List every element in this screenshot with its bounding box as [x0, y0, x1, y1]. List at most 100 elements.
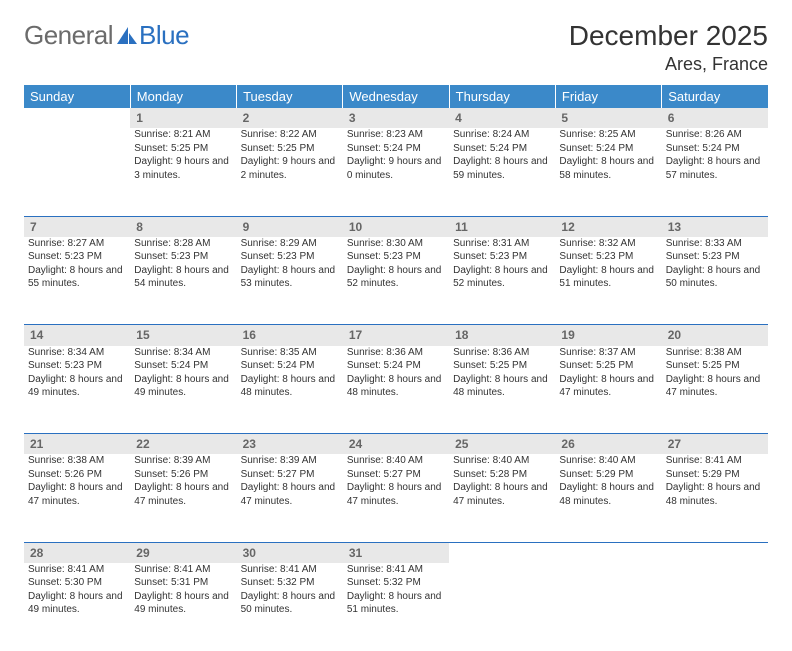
sunset-text: Sunset: 5:24 PM — [453, 142, 551, 156]
sunset-text: Sunset: 5:25 PM — [559, 359, 657, 373]
daylight-text: Daylight: 8 hours and 47 minutes. — [134, 481, 232, 508]
day-cell: Sunrise: 8:41 AMSunset: 5:30 PMDaylight:… — [24, 563, 130, 651]
sunrise-text: Sunrise: 8:25 AM — [559, 128, 657, 142]
weekday-header: Monday — [130, 85, 236, 108]
page-title: December 2025 — [569, 20, 768, 52]
sunrise-text: Sunrise: 8:34 AM — [28, 346, 126, 360]
daylight-text: Daylight: 8 hours and 48 minutes. — [347, 373, 445, 400]
week-row: Sunrise: 8:41 AM Sunset: 5:30 PM Daylight:… — [24, 563, 768, 651]
day-number: 16 — [237, 325, 343, 346]
daylight-text: Daylight: 8 hours and 49 minutes. — [134, 373, 232, 400]
sunset-text: Sunset: 5:28 PM — [453, 468, 551, 482]
sunset-text: Sunset: 5:25 PM — [666, 359, 764, 373]
day-number: 20 — [662, 325, 768, 346]
daylight-text: Daylight: 8 hours and 59 minutes. — [453, 155, 551, 182]
day-number: 14 — [24, 325, 130, 346]
day-number: 9 — [237, 216, 343, 237]
day-number: 6 — [662, 108, 768, 128]
daylight-text: Daylight: 8 hours and 47 minutes. — [347, 481, 445, 508]
sunrise-text: Sunrise: 8:29 AM — [241, 237, 339, 251]
sunset-text: Sunset: 5:30 PM — [28, 576, 126, 590]
day-number-row: 78910111213 — [24, 216, 768, 237]
daylight-text: Daylight: 8 hours and 50 minutes. — [241, 590, 339, 617]
calendar-table: Sunday Monday Tuesday Wednesday Thursday… — [24, 85, 768, 651]
day-cell: Sunrise: 8:40 AMSunset: 5:27 PMDaylight:… — [343, 454, 449, 542]
day-cell: Sunrise: 8:36 AMSunset: 5:25 PMDaylight:… — [449, 346, 555, 434]
daylight-text: Daylight: 8 hours and 47 minutes. — [453, 481, 551, 508]
sunrise-text: Sunrise: 8:33 AM — [666, 237, 764, 251]
day-number: 7 — [24, 216, 130, 237]
sunrise-text: Sunrise: 8:27 AM — [28, 237, 126, 251]
day-cell: Sunrise: 8:35 AMSunset: 5:24 PMDaylight:… — [237, 346, 343, 434]
daylight-text: Daylight: 8 hours and 47 minutes. — [559, 373, 657, 400]
sunrise-text: Sunrise: 8:22 AM — [241, 128, 339, 142]
day-cell: Sunrise: 8:33 AMSunset: 5:23 PMDaylight:… — [662, 237, 768, 325]
sunrise-text: Sunrise: 8:34 AM — [134, 346, 232, 360]
sunrise-text: Sunrise: 8:39 AM — [241, 454, 339, 468]
logo-sail-icon — [117, 27, 137, 45]
daylight-text: Daylight: 8 hours and 58 minutes. — [559, 155, 657, 182]
day-cell: Sunrise: 8:27 AMSunset: 5:23 PMDaylight:… — [24, 237, 130, 325]
sunset-text: Sunset: 5:31 PM — [134, 576, 232, 590]
daylight-text: Daylight: 8 hours and 47 minutes. — [666, 373, 764, 400]
day-number: 2 — [237, 108, 343, 128]
day-cell: Sunrise: 8:41 AMSunset: 5:32 PMDaylight:… — [343, 563, 449, 651]
day-number: 31 — [343, 542, 449, 563]
sunrise-text: Sunrise: 8:37 AM — [559, 346, 657, 360]
day-number: 23 — [237, 434, 343, 455]
sunset-text: Sunset: 5:27 PM — [347, 468, 445, 482]
weekday-header: Tuesday — [237, 85, 343, 108]
sunset-text: Sunset: 5:23 PM — [347, 250, 445, 264]
sunrise-text: Sunrise: 8:41 AM — [241, 563, 339, 577]
logo-text-general: General — [24, 20, 113, 51]
day-number: 22 — [130, 434, 236, 455]
weekday-header: Saturday — [662, 85, 768, 108]
day-number: 13 — [662, 216, 768, 237]
day-cell: Sunrise: 8:41 AMSunset: 5:31 PMDaylight:… — [130, 563, 236, 651]
sunset-text: Sunset: 5:32 PM — [347, 576, 445, 590]
day-cell: Sunrise: 8:23 AMSunset: 5:24 PMDaylight:… — [343, 128, 449, 216]
day-cell: Sunrise: 8:36 AMSunset: 5:24 PMDaylight:… — [343, 346, 449, 434]
day-number: 5 — [555, 108, 661, 128]
sunset-text: Sunset: 5:26 PM — [134, 468, 232, 482]
day-number: 4 — [449, 108, 555, 128]
daylight-text: Daylight: 8 hours and 48 minutes. — [666, 481, 764, 508]
weekday-header: Wednesday — [343, 85, 449, 108]
day-cell — [449, 563, 555, 651]
sunset-text: Sunset: 5:23 PM — [666, 250, 764, 264]
sunrise-text: Sunrise: 8:24 AM — [453, 128, 551, 142]
sunset-text: Sunset: 5:27 PM — [241, 468, 339, 482]
day-number: 12 — [555, 216, 661, 237]
sunrise-text: Sunrise: 8:39 AM — [134, 454, 232, 468]
day-cell: Sunrise: 8:24 AMSunset: 5:24 PMDaylight:… — [449, 128, 555, 216]
day-number — [555, 542, 661, 563]
sunrise-text: Sunrise: 8:30 AM — [347, 237, 445, 251]
sunrise-text: Sunrise: 8:36 AM — [453, 346, 551, 360]
sunset-text: Sunset: 5:29 PM — [559, 468, 657, 482]
sunset-text: Sunset: 5:23 PM — [559, 250, 657, 264]
daylight-text: Daylight: 8 hours and 48 minutes. — [559, 481, 657, 508]
day-number-row: 21222324252627 — [24, 434, 768, 455]
sunrise-text: Sunrise: 8:23 AM — [347, 128, 445, 142]
day-number: 11 — [449, 216, 555, 237]
daylight-text: Daylight: 9 hours and 3 minutes. — [134, 155, 232, 182]
sunset-text: Sunset: 5:25 PM — [134, 142, 232, 156]
day-number: 8 — [130, 216, 236, 237]
sunset-text: Sunset: 5:23 PM — [134, 250, 232, 264]
day-cell: Sunrise: 8:21 AMSunset: 5:25 PMDaylight:… — [130, 128, 236, 216]
sunset-text: Sunset: 5:24 PM — [134, 359, 232, 373]
day-cell: Sunrise: 8:34 AMSunset: 5:24 PMDaylight:… — [130, 346, 236, 434]
logo-text-blue: Blue — [139, 20, 189, 51]
sunrise-text: Sunrise: 8:31 AM — [453, 237, 551, 251]
day-number — [24, 108, 130, 128]
week-row: Sunrise: 8:27 AMSunset: 5:23 PMDaylight:… — [24, 237, 768, 325]
sunset-text: Sunset: 5:25 PM — [241, 142, 339, 156]
sunrise-text: Sunrise: 8:38 AM — [28, 454, 126, 468]
day-number: 1 — [130, 108, 236, 128]
day-cell: Sunrise: 8:22 AMSunset: 5:25 PMDaylight:… — [237, 128, 343, 216]
sunset-text: Sunset: 5:23 PM — [28, 250, 126, 264]
sunrise-text: Sunrise: 8:40 AM — [347, 454, 445, 468]
day-cell: Sunrise: 8:40 AMSunset: 5:29 PMDaylight:… — [555, 454, 661, 542]
day-number: 25 — [449, 434, 555, 455]
day-number: 17 — [343, 325, 449, 346]
